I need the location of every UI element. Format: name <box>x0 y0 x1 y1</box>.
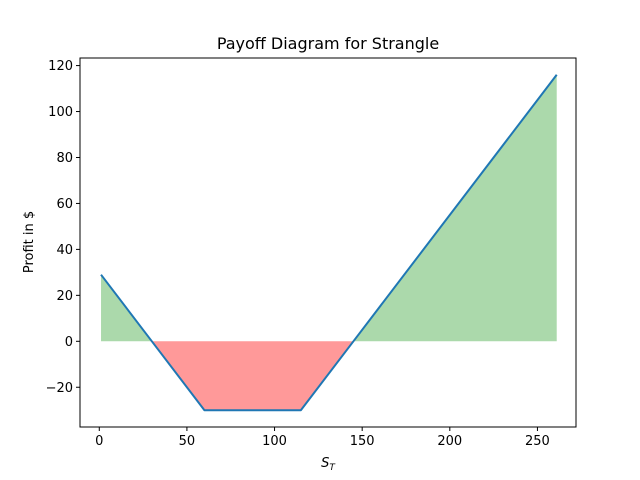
x-axis-ticks: 0 50 100 150 200 250 <box>95 427 550 449</box>
x-axis-label-main: S <box>321 456 329 471</box>
y-tick-label: 80 <box>56 151 73 166</box>
y-tick-label: 20 <box>56 289 73 304</box>
y-tick-label: 40 <box>56 243 73 258</box>
loss-region <box>151 341 354 411</box>
y-tick-label: −20 <box>46 381 73 396</box>
fill-areas <box>101 74 557 411</box>
y-tick-label: 120 <box>48 59 73 74</box>
x-tick-label: 250 <box>525 434 550 449</box>
y-axis-ticks: −20 0 20 40 60 80 100 120 <box>46 59 80 396</box>
y-axis-label: Profit in $ <box>22 211 37 273</box>
plot-frame <box>79 57 577 428</box>
x-tick-label: 150 <box>350 434 375 449</box>
x-tick-label: 50 <box>179 434 196 449</box>
payoff-line <box>100 74 558 412</box>
x-tick-label: 200 <box>437 434 462 449</box>
x-axis-label: ST <box>321 456 336 473</box>
series-lines <box>100 74 558 412</box>
y-tick-label: 100 <box>48 105 73 120</box>
y-tick-label: 0 <box>65 335 73 350</box>
x-tick-label: 100 <box>262 434 287 449</box>
chart-title: Payoff Diagram for Strangle <box>217 34 439 53</box>
x-axis-label-subscript: T <box>329 463 336 473</box>
y-tick-label: 60 <box>56 197 73 212</box>
x-tick-label: 0 <box>95 434 103 449</box>
